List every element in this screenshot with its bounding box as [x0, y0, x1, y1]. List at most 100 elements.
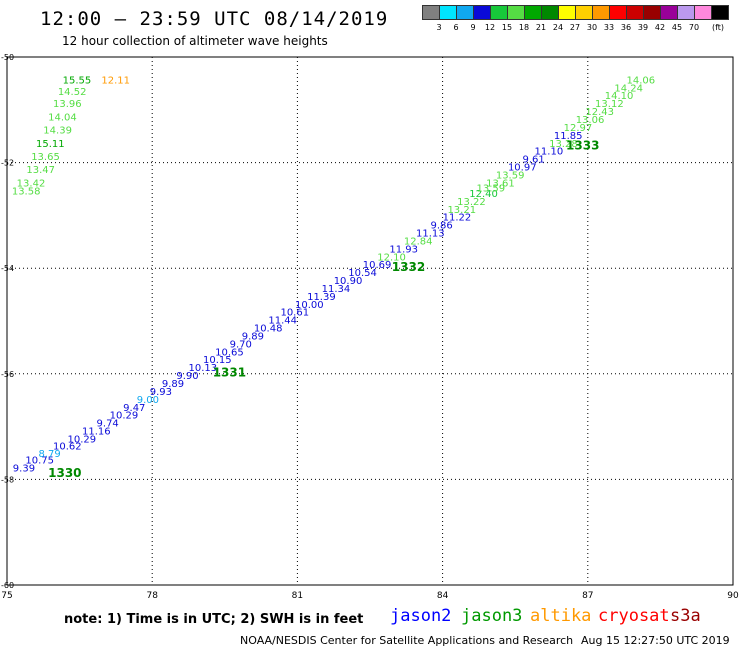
legend-tick-label: 15	[501, 23, 513, 32]
pass-number-label: 1331	[213, 365, 246, 379]
wave-height-label: 10.13	[189, 363, 218, 374]
wave-height-label: 10.54	[348, 268, 377, 279]
wave-height-label: 11.16	[82, 427, 111, 438]
wave-height-label: 12.97	[564, 123, 593, 134]
legend-tick-label: 3	[436, 23, 442, 32]
lat-tick-label: -58	[1, 475, 14, 484]
satellite-jason3: jason3	[461, 606, 523, 626]
wave-height-label: 14.10	[605, 91, 634, 102]
legend-tick-label: 18	[518, 23, 530, 32]
wave-height-label: 9.70	[230, 339, 252, 350]
wave-height-label: 13.59	[496, 170, 525, 181]
map-grid: 75 78 81 84 87 90 -50 -52 -54 -56 -58 -60	[1, 53, 739, 601]
wave-height-label: 10.29	[110, 411, 139, 422]
credit-line: NOAA/NESDIS Center for Satellite Applica…	[240, 634, 574, 647]
wave-height-label: 15.55	[63, 75, 92, 86]
lon-tick-label: 90	[727, 591, 739, 601]
wave-height-label: 13.58	[12, 186, 41, 197]
wave-height-label: 11.93	[389, 244, 418, 255]
wave-height-label: 9.89	[242, 331, 264, 342]
legend-tick-label: 42	[654, 23, 666, 32]
legend-unit: (ft)	[712, 23, 725, 32]
wave-height-label: 11.39	[307, 292, 336, 303]
wave-height-label: 14.52	[58, 87, 87, 98]
legend-tick-label: 9	[470, 23, 476, 32]
wave-height-label: 12.11	[101, 75, 130, 86]
wave-height-label: 13.61	[486, 178, 515, 189]
wave-height-label: 15.11	[36, 139, 65, 150]
wave-height-label: 9.74	[97, 419, 119, 430]
pass-number-label: 1332	[392, 260, 425, 274]
legend-tick-label: 33	[603, 23, 615, 32]
legend-tick-label: 45	[671, 23, 683, 32]
legend-tick-label: 27	[569, 23, 581, 32]
lon-tick-label: 81	[292, 591, 303, 601]
lat-tick-label: -56	[1, 370, 14, 379]
wave-height-label: 10.00	[295, 300, 324, 311]
wave-height-label: 14.24	[614, 83, 643, 94]
lon-tick-label: 84	[437, 591, 449, 601]
legend-tick-label: 36	[620, 23, 632, 32]
wave-height-label: 10.61	[280, 308, 309, 319]
lat-tick-label: -60	[1, 581, 14, 590]
lat-tick-label: -52	[1, 159, 14, 168]
wave-height-label: 9.61	[522, 155, 544, 166]
legend-tick-label: 24	[552, 23, 564, 32]
wave-height-label: 12.84	[404, 236, 433, 247]
wave-height-label: 10.69	[363, 260, 392, 271]
legend-tick-label: 70	[688, 23, 700, 32]
satellite-cryosat: cryosat	[598, 606, 670, 626]
wave-height-label: 11.13	[416, 229, 445, 240]
wave-height-label: 11.85	[554, 131, 583, 142]
satellite-s3a: s3a	[670, 606, 701, 626]
wave-height-label: 12.10	[377, 252, 406, 263]
wave-height-label: 11.44	[268, 316, 297, 327]
wave-height-label: 9.93	[150, 387, 172, 398]
wave-height-label: 13.21	[447, 205, 476, 216]
wave-height-label: 13.12	[595, 99, 624, 110]
wave-height-label: 11.22	[443, 213, 472, 224]
wave-height-label: 13.47	[26, 165, 55, 176]
wave-height-label: 13.28	[549, 139, 578, 150]
wave-height-label: 10.15	[203, 355, 232, 366]
legend-tick-label: 6	[453, 23, 459, 32]
wave-height-label: 13.06	[576, 115, 605, 126]
legend-tick-label: 30	[586, 23, 598, 32]
wave-height-label: 8.79	[38, 449, 60, 460]
wave-height-label: 10.97	[508, 163, 537, 174]
wave-height-label: 10.65	[215, 347, 244, 358]
wave-height-label: 9.89	[162, 379, 184, 390]
wave-height-label: 9.90	[176, 371, 198, 382]
wave-height-label: 14.39	[43, 126, 72, 137]
wave-height-label: 9.47	[123, 403, 145, 414]
lat-tick-label: -54	[1, 264, 14, 273]
subtitle: 12 hour collection of altimeter wave hei…	[62, 34, 328, 48]
wave-height-label: 10.90	[334, 276, 363, 287]
wave-height-label: 11.10	[535, 147, 564, 158]
wave-height-label: 13.42	[17, 178, 46, 189]
wave-height-label: 9.00	[137, 395, 159, 406]
wave-height-label: 9.86	[431, 221, 453, 232]
wave-height-label: 13.96	[53, 99, 82, 110]
wave-height-label: 11.34	[322, 284, 351, 295]
wave-height-label: 13.65	[31, 152, 60, 163]
wave-height-label: 10.29	[68, 434, 97, 445]
footnote: note: 1) Time is in UTC; 2) SWH is in fe…	[64, 612, 364, 627]
pass-number-label: 1333	[566, 138, 599, 152]
wave-height-label: 13.59	[476, 184, 505, 195]
pass-number-label: 1330	[48, 466, 81, 480]
wave-height-label: 12.40	[469, 189, 498, 200]
title: 12:00 – 23:59 UTC 08/14/2019	[40, 8, 389, 30]
legend-tick-label: 39	[637, 23, 649, 32]
map-frame	[6, 56, 734, 586]
satellite-altika: altika	[530, 606, 592, 626]
generation-timestamp: Aug 15 12:27:50 UTC 2019	[581, 634, 730, 647]
legend-tick-label: 12	[484, 23, 496, 32]
wave-height-label: 12.43	[585, 107, 614, 118]
satellite-jason2: jason2	[390, 606, 452, 626]
legend-swatch	[711, 5, 729, 20]
wave-height-label: 10.48	[254, 324, 283, 335]
lon-tick-label: 87	[582, 591, 593, 601]
data-labels: 9.3910.758.7910.6210.2911.169.7410.299.4…	[12, 75, 655, 479]
